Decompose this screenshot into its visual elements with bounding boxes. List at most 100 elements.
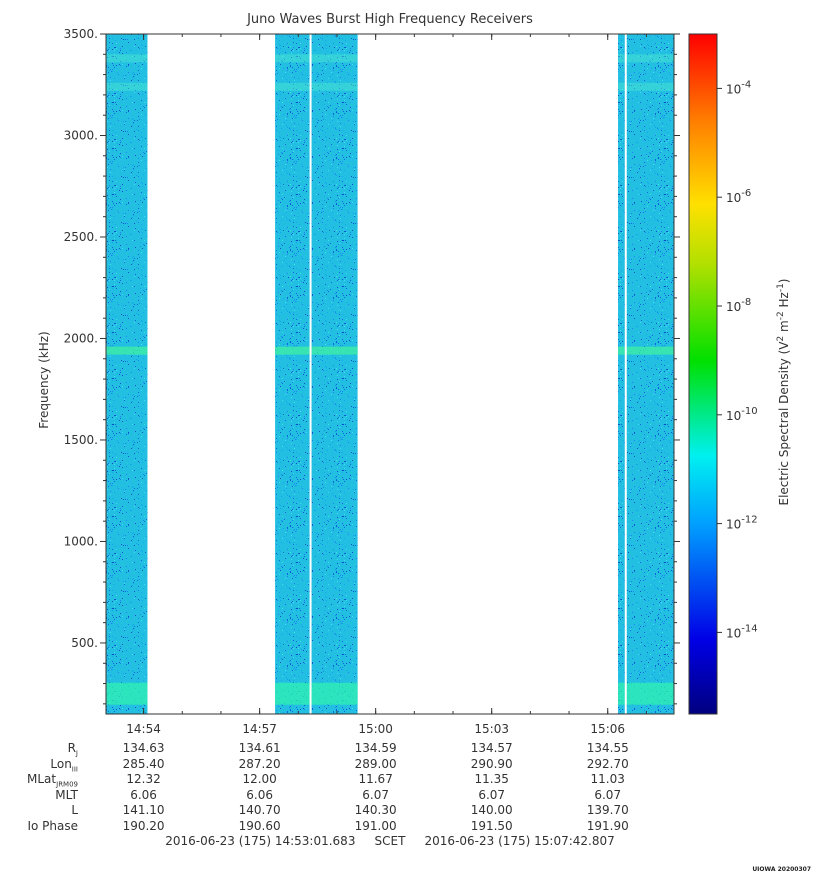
ephemeris-value: 285.40 — [122, 756, 165, 771]
y-axis-label: Frequency (kHz) — [37, 331, 51, 428]
ephemeris-value: 191.50 — [470, 818, 513, 833]
colorbar-tick-base: 10 — [726, 626, 741, 640]
ephemeris-value: 190.20 — [122, 818, 165, 833]
y-tick-label: 1500. — [64, 433, 98, 447]
ephemeris-value: 12.32 — [126, 772, 161, 786]
ephemeris-value: 140.30 — [354, 803, 397, 817]
ephemeris-row-label: L — [71, 803, 78, 817]
x-tick-label: 15:00 — [358, 722, 393, 736]
ephemeris-row-label: MLatJRM09 — [27, 772, 78, 789]
colorbar-label: Electric Spectral Density (V2 m-2 Hz-1) — [776, 278, 791, 505]
x-tick-label: 14:57 — [242, 722, 277, 736]
emission-band — [618, 346, 674, 355]
ephemeris-value: 6.06 — [246, 787, 273, 802]
y-tick-label: 500. — [71, 636, 98, 650]
ephemeris-row-label: LonIII — [50, 756, 78, 773]
y-tick-label: 1000. — [64, 534, 98, 548]
version-stamp: UIOWA 20200307 — [752, 866, 811, 873]
colorbar-tick-exponent: -6 — [741, 188, 751, 199]
colorbar-label-sup1: 2 — [776, 336, 786, 342]
colorbar-tick-base: 10 — [726, 82, 741, 96]
colorbar-tick-label: 10-12 — [726, 515, 758, 532]
colorbar — [688, 33, 718, 715]
emission-band — [106, 54, 148, 63]
ephemeris-value: 134.59 — [354, 741, 397, 755]
y-tick-label: 2000. — [64, 331, 98, 345]
scet-label: SCET — [374, 834, 406, 848]
x-axis-ticks: 14:54 14:57 15:00 15:03 15:06 — [126, 34, 647, 736]
ephemeris-row-label: RJ — [67, 741, 78, 758]
ephemeris-value: 191.90 — [586, 818, 629, 833]
data-segment-3 — [618, 34, 674, 714]
ephemeris-value: 141.10 — [122, 803, 165, 817]
y-tick-label: 3000. — [64, 128, 98, 142]
ephemeris-value: 134.63 — [122, 741, 165, 755]
ephemeris-value: 134.55 — [586, 741, 629, 755]
emission-band — [275, 682, 358, 705]
ephemeris-value: 11.03 — [590, 772, 625, 786]
ephemeris-value: 191.00 — [354, 818, 397, 833]
colorbar-tick-base: 10 — [726, 300, 741, 314]
x-tick-label: 15:03 — [474, 722, 509, 736]
start-time: 2016-06-23 (175) 14:53:01.683 — [165, 834, 356, 848]
ephemeris-row-label: MLT — [55, 787, 78, 802]
colorbar-label-mid: m — [777, 320, 791, 336]
emission-band — [618, 682, 674, 705]
ephemeris-value: 140.00 — [470, 803, 513, 817]
ephemeris-value: 6.07 — [362, 787, 390, 802]
colorbar-label-sup2: -2 — [776, 311, 786, 320]
ephemeris-value: 11.35 — [474, 772, 509, 786]
y-tick-label: 2500. — [64, 230, 98, 244]
emission-band — [106, 82, 148, 91]
emission-band — [106, 346, 148, 355]
colorbar-label-sup3: -1 — [776, 283, 786, 292]
data-segments — [106, 34, 674, 714]
data-segment-2 — [275, 34, 358, 714]
colorbar-tick-exponent: -12 — [741, 515, 757, 526]
end-time: 2016-06-23 (175) 15:07:42.807 — [424, 834, 615, 848]
x-tick-label: 15:06 — [590, 722, 625, 736]
y-axis-ticks: 3500. 3000. 2500. 2000. 1500. 1000. 500. — [64, 27, 680, 705]
colorbar-tick-exponent: -14 — [741, 623, 757, 634]
colorbar-tick-label: 10-14 — [726, 623, 758, 640]
data-gap-lines — [309, 34, 627, 714]
colorbar-tick-exponent: -10 — [741, 406, 757, 417]
emission-band — [106, 682, 148, 705]
colorbar-tick-base: 10 — [726, 518, 741, 532]
colorbar-tick-label: 10-4 — [726, 79, 751, 96]
ephemeris-value: 287.20 — [238, 756, 281, 771]
ephemeris-value: 6.07 — [594, 787, 622, 802]
emission-band — [275, 82, 358, 91]
time-range-footer: 2016-06-23 (175) 14:53:01.683 SCET 2016-… — [0, 834, 780, 848]
emission-band — [275, 346, 358, 355]
ephemeris-value: 6.06 — [130, 787, 157, 802]
data-segment-1 — [106, 34, 148, 714]
ephemeris-value: 11.67 — [358, 772, 393, 786]
colorbar-label-end: ) — [777, 278, 791, 283]
emission-band — [275, 54, 358, 63]
ephemeris-value: 139.70 — [586, 803, 629, 817]
ephemeris-value: 134.61 — [238, 741, 281, 755]
y-tick-label: 3500. — [64, 27, 98, 41]
chart-title: Juno Waves Burst High Frequency Receiver… — [247, 12, 533, 27]
emission-band — [618, 54, 674, 63]
ephemeris-value: 292.70 — [586, 756, 629, 771]
colorbar-tick-label: 10-10 — [726, 406, 758, 423]
ephemeris-value: 289.00 — [354, 756, 397, 771]
ephemeris-value: 290.90 — [470, 756, 513, 771]
colorbar-label-text: Electric Spectral Density (V — [777, 341, 791, 506]
colorbar-tick-exponent: -4 — [741, 79, 751, 90]
ephemeris-value: 12.00 — [242, 772, 277, 786]
colorbar-tick-label: 10-8 — [726, 297, 751, 314]
ephemeris-value: 6.07 — [478, 787, 506, 802]
ephemeris-value: 134.57 — [470, 741, 513, 755]
colorbar-tick-base: 10 — [726, 409, 741, 423]
ephemeris-value: 140.70 — [238, 803, 281, 817]
colorbar-tick-label: 10-6 — [726, 188, 751, 205]
colorbar-tick-base: 10 — [726, 191, 741, 205]
ephemeris-row-label: Io Phase — [27, 818, 78, 833]
emission-band — [618, 82, 674, 91]
colorbar-label-mid2: Hz — [777, 292, 791, 311]
